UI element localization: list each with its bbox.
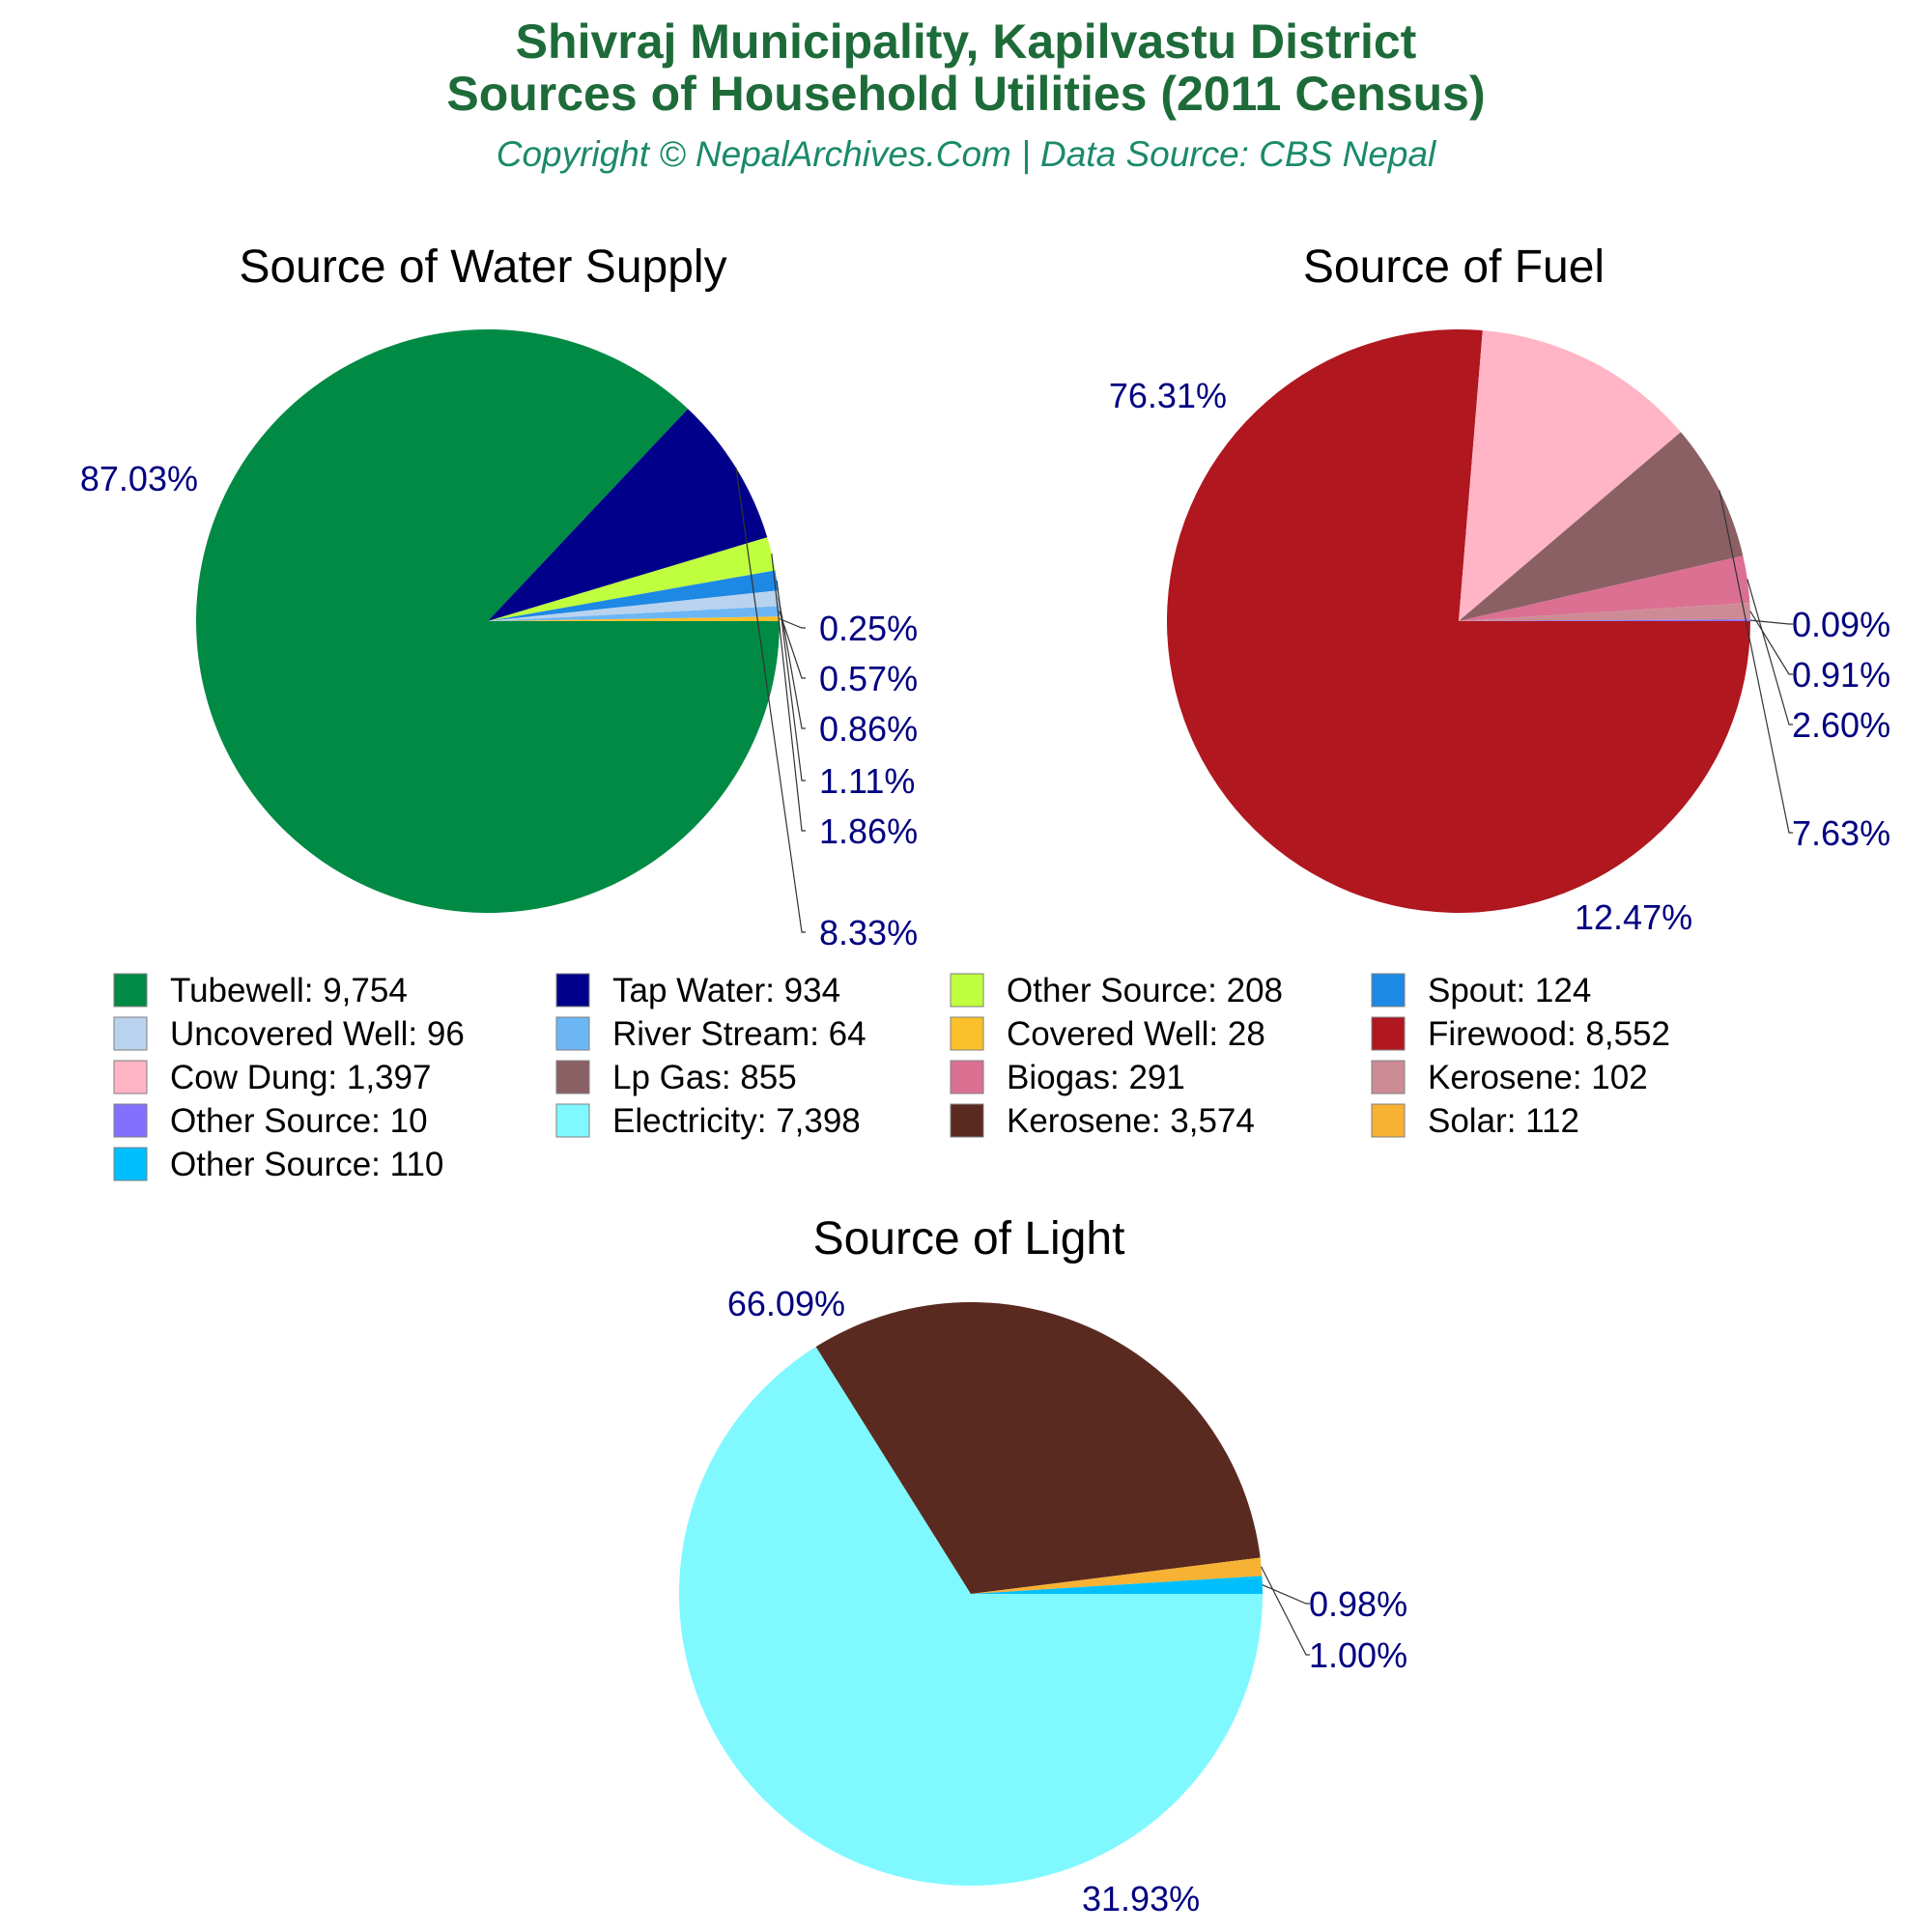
legend-swatch (555, 1060, 590, 1094)
legend-label: Spout: 124 (1428, 972, 1591, 1009)
pct-label: 1.11% (819, 761, 915, 801)
legend-label: Other Source: 110 (170, 1146, 443, 1183)
legend: Tubewell: 9,754 Tap Water: 934 Other Sourc… (113, 972, 1670, 1183)
leader-line (1719, 490, 1793, 834)
legend-swatch (113, 1103, 148, 1138)
pie-slice-electricity (678, 1347, 1263, 1886)
leader-line (1747, 579, 1793, 725)
legend-label: Electricity: 7,398 (612, 1102, 861, 1140)
legend-swatch (113, 973, 148, 1008)
legend-swatch (113, 1060, 148, 1094)
pie-slice-kerosene (1459, 603, 1750, 621)
legend-swatch (950, 1016, 984, 1051)
pie-slice-other-source (1459, 619, 1750, 621)
legend-label: Other Source: 10 (170, 1102, 428, 1140)
pie-slice-other-source (488, 537, 776, 621)
pie-light: 66.09% 31.93% 1.00% 0.98% (678, 1284, 1407, 1918)
legend-swatch (1371, 1016, 1406, 1051)
pct-label: 12.47% (1575, 897, 1692, 937)
leader-line (1261, 1566, 1310, 1656)
legend-swatch (113, 1016, 148, 1051)
pie-title-water: Source of Water Supply (239, 242, 726, 293)
pct-label: 87.03% (80, 459, 198, 498)
legend-swatch (555, 973, 590, 1008)
legend-swatch (950, 1103, 984, 1138)
subtitle: Copyright © NepalArchives.Com | Data Sou… (497, 134, 1437, 174)
legend-swatch (555, 1016, 590, 1051)
pie-slice-spout (488, 570, 779, 621)
pie-title-fuel: Source of Fuel (1303, 242, 1605, 293)
pct-label: 1.86% (819, 811, 918, 851)
pct-label: 0.57% (819, 659, 918, 698)
legend-label: Kerosene: 102 (1428, 1059, 1648, 1096)
pct-label: 66.09% (727, 1284, 845, 1323)
pie-fuel: 76.31% 12.47% 7.63% 2.60% 0.91% 0.09% (1109, 328, 1890, 937)
leader-line (779, 618, 806, 629)
legend-label: Covered Well: 28 (1007, 1015, 1265, 1053)
legend-label: Cow Dung: 1,397 (170, 1059, 431, 1096)
pie-slice-other-source (971, 1576, 1263, 1594)
pct-label: 0.25% (819, 609, 918, 648)
pie-slice-covered-well (488, 616, 780, 621)
pct-label: 0.86% (819, 709, 918, 749)
leader-line (1262, 1584, 1310, 1605)
legend-label: Tap Water: 934 (612, 972, 840, 1009)
leader-line (779, 611, 806, 679)
pct-label: 7.63% (1792, 813, 1890, 853)
legend-label: Tubewell: 9,754 (170, 972, 408, 1009)
pct-label: 0.98% (1309, 1584, 1407, 1624)
pct-label: 1.00% (1309, 1635, 1407, 1675)
legend-label: Solar: 112 (1428, 1102, 1579, 1140)
pie-water-supply: 87.03% 8.33% 1.86% 1.11% 0.86% 0.57% 0.25% (80, 328, 918, 952)
pie-slice-kerosene (815, 1302, 1261, 1594)
legend-label: Uncovered Well: 96 (170, 1015, 465, 1053)
legend-swatch (555, 1103, 590, 1138)
pie-slice-uncovered-well (488, 590, 780, 621)
pie-slice-solar (971, 1557, 1263, 1594)
pie-title-light: Source of Light (813, 1213, 1125, 1264)
leader-line (735, 468, 806, 933)
legend-label: Firewood: 8,552 (1428, 1015, 1670, 1053)
leader-line (778, 598, 806, 729)
pie-slice-river-stream (488, 606, 780, 621)
pct-label: 8.33% (819, 913, 918, 952)
legend-swatch (1371, 1060, 1406, 1094)
leader-line (1749, 619, 1793, 625)
pct-label: 2.60% (1792, 705, 1890, 745)
main-title-line2: Sources of Household Utilities (2011 Cen… (446, 67, 1485, 121)
pct-label: 31.93% (1082, 1879, 1200, 1918)
legend-label: Kerosene: 3,574 (1007, 1102, 1255, 1140)
leader-line (771, 554, 806, 832)
pct-label: 0.91% (1792, 655, 1890, 695)
legend-swatch (950, 1060, 984, 1094)
pie-slice-biogas (1459, 555, 1750, 621)
main-title-line1: Shivraj Municipality, Kapilvastu Distric… (516, 14, 1417, 69)
pct-label: 0.09% (1792, 605, 1890, 644)
legend-swatch (1371, 1103, 1406, 1138)
legend-label: Lp Gas: 855 (612, 1059, 797, 1096)
leader-line (1749, 611, 1793, 675)
legend-label: Biogas: 291 (1007, 1059, 1185, 1096)
legend-label: River Stream: 64 (612, 1015, 867, 1053)
leader-line (776, 580, 806, 781)
legend-swatch (1371, 973, 1406, 1008)
legend-swatch (113, 1147, 148, 1181)
pie-slice-cow-dung (1459, 330, 1681, 621)
pie-slice-tap-water (488, 409, 768, 621)
pie-slice-lp-gas (1459, 432, 1744, 621)
legend-label: Other Source: 208 (1007, 972, 1283, 1009)
pct-label: 76.31% (1109, 376, 1227, 415)
legend-swatch (950, 973, 984, 1008)
